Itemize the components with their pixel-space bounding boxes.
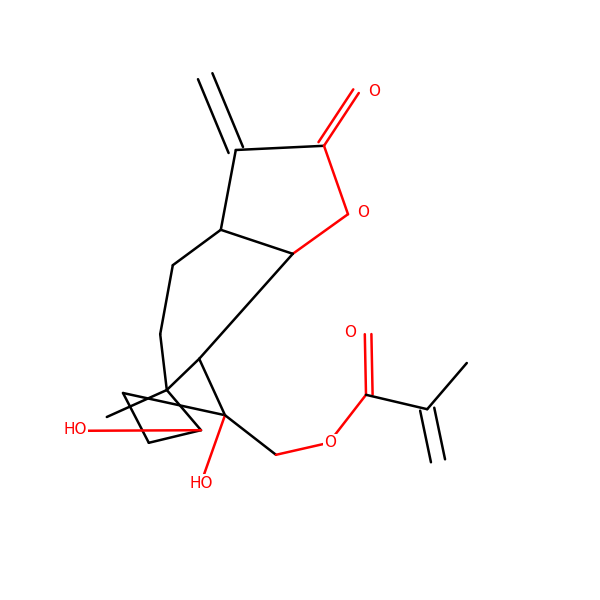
Text: HO: HO: [189, 475, 213, 491]
Text: HO: HO: [63, 422, 87, 437]
Text: O: O: [344, 325, 356, 340]
Text: O: O: [368, 84, 380, 99]
Text: O: O: [357, 205, 369, 220]
Text: O: O: [325, 436, 337, 450]
